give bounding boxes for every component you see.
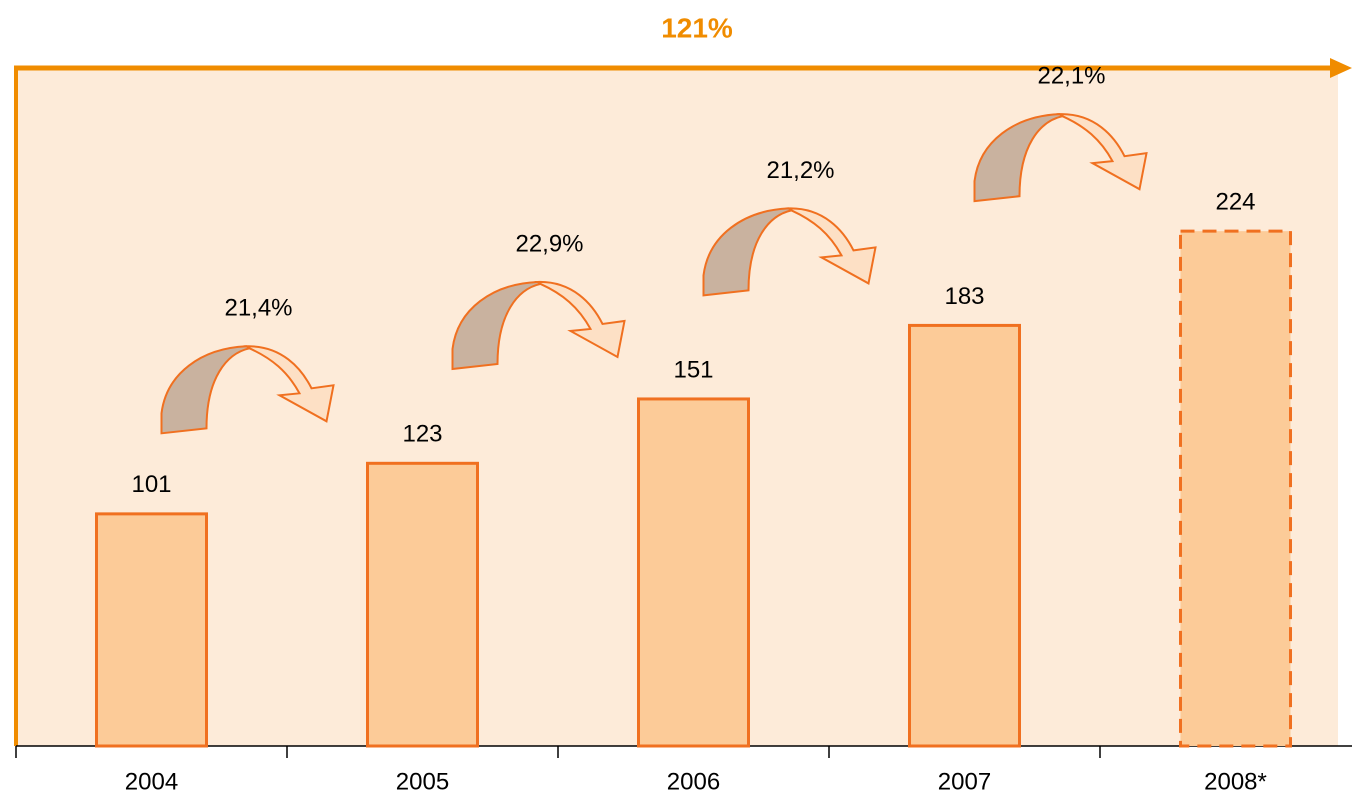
bar [366,461,479,748]
bar [95,512,208,748]
arrow-right [785,207,877,285]
value-label: 123 [402,421,442,448]
value-label: 183 [944,283,984,310]
arrow-left [973,113,1066,203]
x-tick-label: 2005 [396,768,449,795]
arrow-left [451,280,544,371]
bar [908,323,1021,748]
growth-label: 22,1% [1037,63,1105,90]
arrow-right [1056,113,1148,191]
x-tick-label: 2008* [1204,768,1267,795]
bar [1179,229,1292,748]
x-tick-label: 2006 [667,768,720,795]
arrow-right [534,280,626,359]
value-label: 101 [131,471,171,498]
value-label: 224 [1215,189,1255,216]
growth-arrow [451,280,626,371]
growth-label: 21,4% [224,295,292,322]
arrow-left [702,207,795,297]
value-label: 151 [673,356,713,383]
growth-arrow [702,207,877,297]
growth-arrow [973,113,1148,203]
total-arrow-head [1330,58,1352,78]
growth-label: 22,9% [515,230,583,257]
growth-label: 21,2% [766,157,834,184]
arrow-left [160,345,253,435]
growth-arrow [160,345,335,435]
x-tick-label: 2004 [125,768,178,795]
bar [637,397,750,748]
total-growth: 121% [661,12,733,43]
arrow-right [243,345,335,423]
x-tick-label: 2007 [938,768,991,795]
